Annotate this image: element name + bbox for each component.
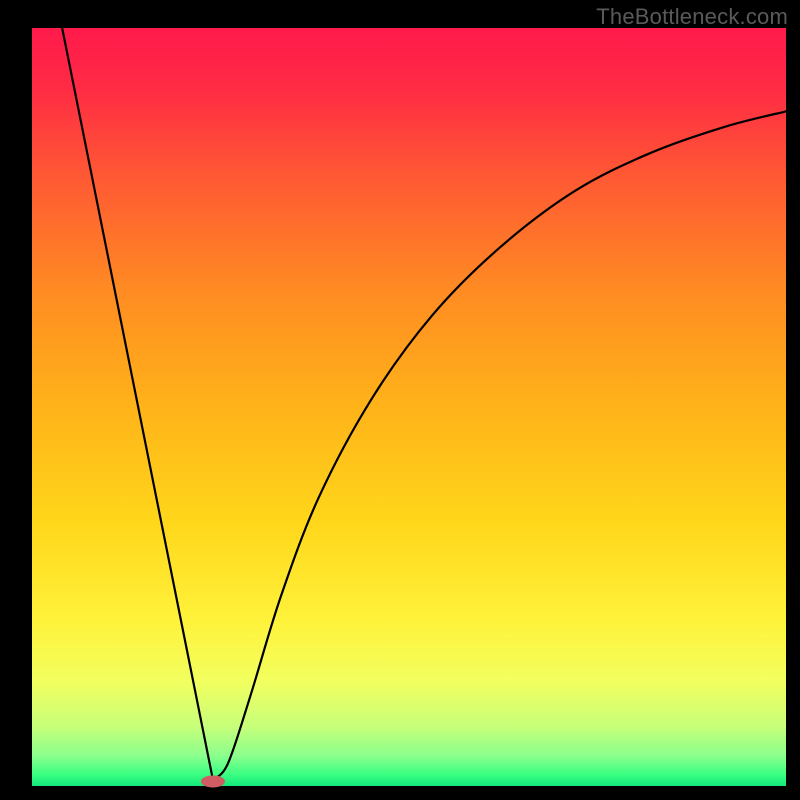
watermark-text: TheBottleneck.com	[596, 4, 788, 30]
chart-frame: TheBottleneck.com	[0, 0, 800, 800]
plot-background	[32, 28, 786, 786]
optimal-point-marker	[201, 775, 225, 787]
bottleneck-chart	[0, 0, 800, 800]
